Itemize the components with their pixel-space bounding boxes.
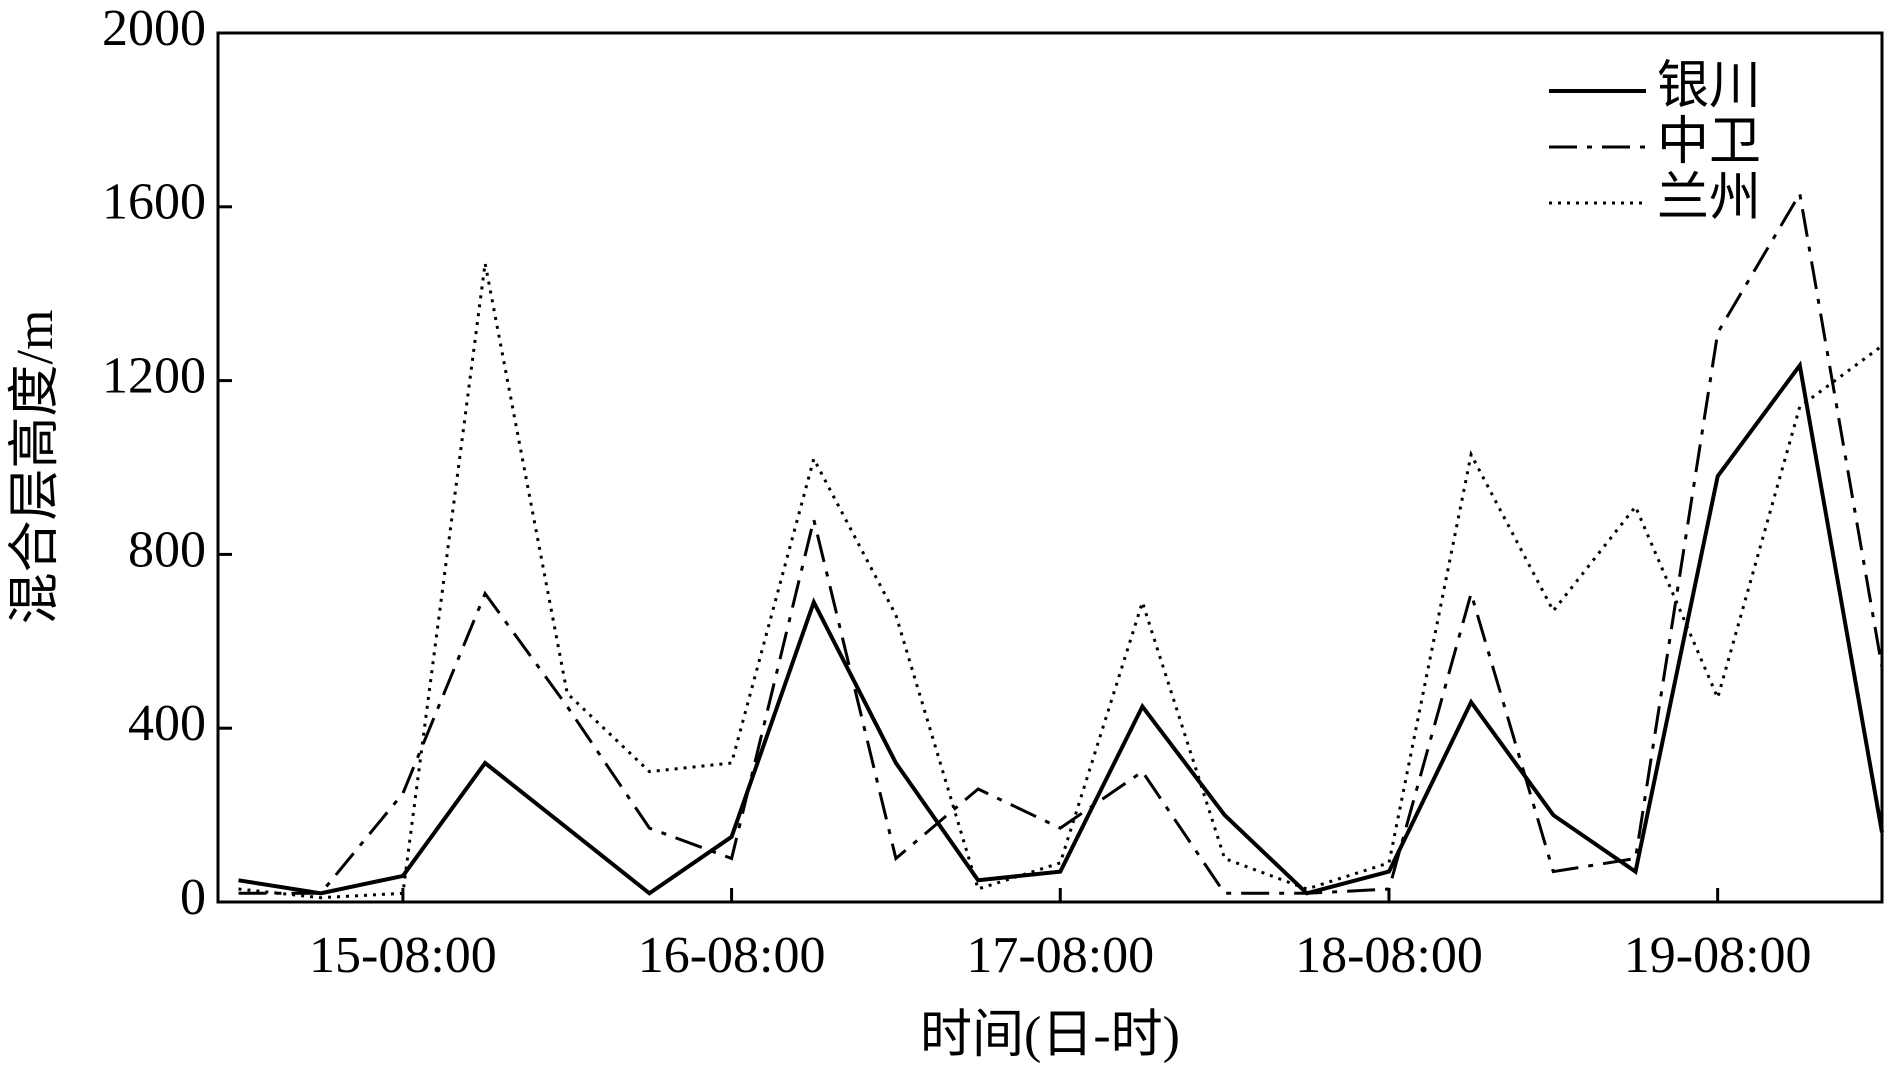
x-tick-label: 15-08:00 xyxy=(309,927,497,984)
y-tick-label: 400 xyxy=(128,695,206,752)
legend-label: 中卫 xyxy=(1657,114,1761,171)
x-tick-label: 19-08:00 xyxy=(1624,927,1812,984)
legend-label: 兰州 xyxy=(1657,170,1761,227)
x-tick-label: 16-08:00 xyxy=(638,927,826,984)
y-tick-label: 0 xyxy=(180,869,206,926)
data-line xyxy=(238,360,1884,896)
x-axis-label: 时间(日-时) xyxy=(920,1007,1180,1064)
x-tick-label: 17-08:00 xyxy=(966,927,1154,984)
data-line xyxy=(238,263,1883,900)
x-tick-label: 18-08:00 xyxy=(1295,927,1483,984)
y-axis-label: 混合层高度/m xyxy=(7,310,64,625)
plot-frame xyxy=(216,31,1884,904)
y-tick-label: 1600 xyxy=(102,174,206,231)
data-line xyxy=(238,189,1884,895)
y-tick-label: 800 xyxy=(128,521,206,578)
y-tick-label: 1200 xyxy=(102,348,206,405)
legend-label: 银川 xyxy=(1657,58,1761,115)
y-tick-label: 2000 xyxy=(102,0,206,57)
